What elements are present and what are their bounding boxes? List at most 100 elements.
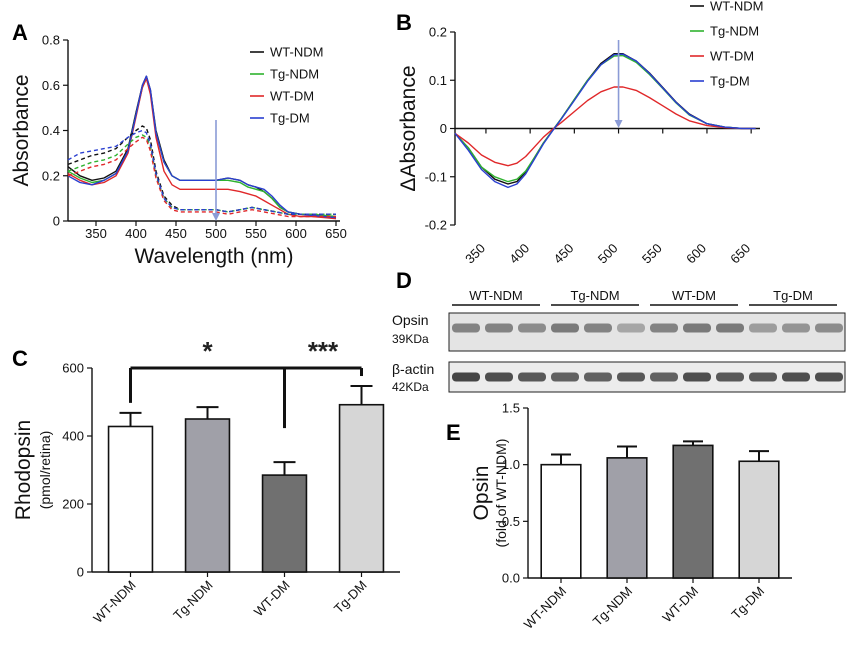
y-axis-subtitle: (fold of WT-NDM)	[493, 439, 509, 548]
blot-band	[617, 372, 645, 382]
bar-wt-dm	[672, 444, 714, 579]
bar-tg-ndm	[606, 457, 648, 579]
x-tick-label: Tg-NDM	[170, 578, 215, 623]
y-tick-label: 0.6	[42, 78, 60, 93]
legend-label: WT-NDM	[710, 0, 763, 14]
y-tick-label: 0	[440, 121, 447, 136]
blot-band	[782, 372, 810, 382]
x-tick-label: 550	[245, 226, 267, 241]
series-line-wt-dm	[454, 86, 756, 167]
panel-label-c: C	[12, 346, 28, 371]
x-tick-label: WT-DM	[659, 584, 701, 626]
y-tick-label: 1.5	[502, 401, 520, 416]
blot-band	[452, 323, 480, 333]
blot-strip-opsin	[448, 312, 846, 352]
chart-a-absorbance: 0 0.2 0.4 0.6 0.8 350 400 450 500 550 600 650 Wavele…	[10, 33, 347, 269]
blot-band	[782, 323, 810, 333]
x-tick-label: 650	[727, 241, 753, 267]
series-line-wt-ndm-dashed	[67, 125, 336, 215]
blot-row-label-actin: β-actin	[392, 361, 434, 377]
x-tick-label: 350	[462, 241, 488, 267]
y-axis-title: Opsin	[470, 466, 493, 521]
legend-label: WT-NDM	[270, 45, 323, 60]
blot-band	[551, 372, 579, 382]
blot-band	[815, 323, 843, 333]
blot-band	[485, 323, 513, 333]
blot-band	[683, 323, 711, 333]
blot-band	[749, 323, 777, 333]
x-tick-label: Tg-NDM	[590, 584, 635, 629]
series-line-tg-dm-dashed	[67, 129, 336, 215]
blot-band	[584, 323, 612, 333]
panel-label-b: B	[396, 10, 412, 35]
y-axis-title: Absorbance	[10, 74, 33, 186]
x-tick-label: WT-NDM	[521, 584, 569, 632]
y-tick-label: 0.5	[502, 514, 520, 529]
arrow-head	[614, 120, 623, 128]
blot-group-label: WT-DM	[672, 288, 716, 303]
legend-label: Tg-DM	[270, 111, 310, 126]
x-tick-label: 600	[683, 241, 709, 267]
y-tick-label: 1.0	[502, 457, 520, 472]
legend-label: Tg-NDM	[270, 67, 319, 82]
x-tick-label: Tg-DM	[331, 578, 370, 617]
blot-band	[485, 372, 513, 382]
legend-label: Tg-NDM	[710, 24, 759, 39]
x-tick-label: 650	[325, 226, 347, 241]
blot-group-label: WT-NDM	[469, 288, 522, 303]
blot-band	[716, 372, 744, 382]
panel-label-d: D	[396, 268, 412, 293]
x-tick-label: 500	[205, 226, 227, 241]
panel-label-a: A	[12, 20, 28, 45]
arrow-head	[212, 213, 220, 221]
blot-row-kda-opsin: 39KDa	[392, 332, 429, 346]
x-tick-label: 550	[639, 241, 665, 267]
bar-tg-ndm	[184, 418, 231, 573]
blot-strip-actin	[448, 361, 846, 393]
x-tick-label: 350	[85, 226, 107, 241]
series-line-tg-dm	[67, 75, 337, 219]
blot-band	[650, 323, 678, 333]
blot-band	[452, 372, 480, 382]
blot-band	[683, 372, 711, 382]
blot-band	[518, 372, 546, 382]
legend-label: WT-DM	[710, 49, 754, 64]
significance-label: ***	[308, 336, 339, 366]
x-axis-title: Wavelength (nm)	[134, 245, 293, 268]
blot-band	[749, 372, 777, 382]
western-blot: WT-NDM Tg-NDM WT-DM Tg-DM Opsin 39KDa β-…	[392, 288, 846, 394]
y-axis-title: ΔAbsorbance	[397, 65, 420, 191]
y-tick-label: 0.2	[42, 168, 60, 183]
x-tick-label: Tg-DM	[728, 584, 767, 623]
y-axis-title: Rhodopsin	[12, 420, 35, 520]
blot-row-kda-actin: 42KDa	[392, 380, 429, 394]
blot-band	[650, 372, 678, 382]
series-line-wt-dm-dashed	[67, 136, 336, 218]
x-tick-label: WT-DM	[251, 578, 293, 620]
y-tick-label: 0.1	[429, 73, 447, 88]
y-tick-label: -0.2	[425, 218, 447, 233]
opsin-bands	[452, 323, 843, 333]
y-tick-label: 0.4	[42, 123, 60, 138]
significance-label: *	[202, 336, 213, 366]
x-tick-label: 450	[551, 241, 577, 267]
y-axis-subtitle: (pmol/retina)	[37, 431, 53, 510]
y-tick-label: 200	[62, 497, 84, 512]
bar-tg-dm	[338, 403, 385, 573]
blot-band	[617, 323, 645, 333]
x-tick-label: 400	[506, 241, 532, 267]
y-tick-label: 600	[62, 361, 84, 376]
series-line-tg-dm	[454, 53, 756, 189]
bar-wt-dm	[261, 474, 308, 573]
y-tick-label: 0	[77, 565, 84, 580]
blot-band	[716, 323, 744, 333]
x-tick-label: 500	[595, 241, 621, 267]
blot-band	[815, 372, 843, 382]
chart-b-delta-absorbance: -0.2 -0.1 0 0.1 0.2 350 400 450 500 550 600 650 ΔAbs…	[397, 0, 763, 266]
blot-group-label: Tg-NDM	[570, 288, 619, 303]
blot-band	[551, 323, 579, 333]
bar-wt-ndm	[107, 425, 154, 573]
y-tick-label: 0	[53, 214, 60, 229]
blot-band	[584, 372, 612, 382]
